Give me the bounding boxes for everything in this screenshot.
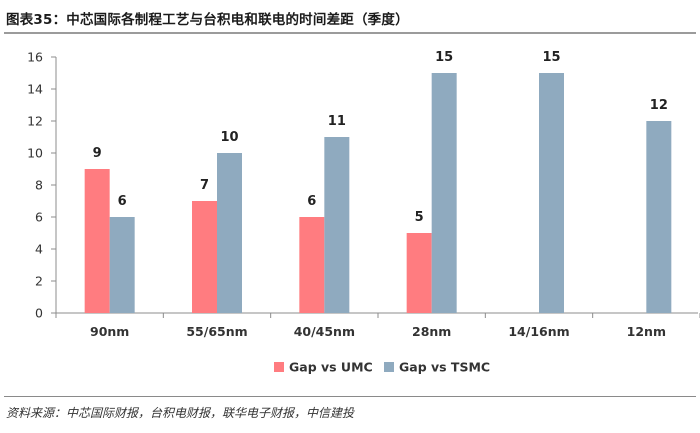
x-tick-label: 12nm (627, 324, 666, 339)
data-label: 7 (200, 178, 209, 193)
data-label: 12 (650, 98, 668, 113)
y-tick-label: 10 (27, 146, 43, 161)
legend-label: Gap vs UMC (289, 360, 373, 375)
data-label: 15 (542, 50, 560, 65)
source-rule (4, 396, 696, 397)
bar (431, 73, 457, 313)
bar (646, 121, 672, 313)
x-tick-label: 14/16nm (508, 324, 569, 339)
data-label: 10 (220, 130, 238, 145)
data-label: 11 (328, 114, 346, 129)
bar (299, 217, 325, 313)
legend: Gap vs UMC Gap vs TSMC (274, 360, 490, 375)
y-tick-label: 8 (35, 178, 43, 193)
x-axis: 90nm 55/65nm 40/45nm 28nm 14/16nm 12nm (55, 312, 700, 339)
source-note: 资料来源：中芯国际财报，台积电财报，联华电子财报，中信建投 (6, 406, 355, 420)
x-tick-label: 90nm (90, 324, 129, 339)
bar (406, 233, 432, 313)
bar (109, 217, 135, 313)
title-rule (4, 32, 696, 34)
y-axis: 0 2 4 6 8 10 12 14 16 (27, 50, 57, 321)
y-tick-label: 4 (35, 242, 43, 257)
bar (192, 201, 217, 313)
chart-title: 图表35：中芯国际各制程工艺与台积电和联电的时间差距（季度） (6, 12, 409, 28)
bar (539, 73, 564, 313)
data-label: 15 (435, 50, 453, 65)
legend-swatch (384, 362, 394, 372)
data-label: 5 (415, 210, 424, 225)
legend-swatch (274, 362, 284, 372)
data-label: 6 (307, 194, 316, 209)
y-tick-label: 2 (35, 274, 43, 289)
bar (324, 137, 350, 313)
x-tick-label: 55/65nm (186, 324, 247, 339)
legend-label: Gap vs TSMC (399, 360, 490, 375)
y-tick-label: 12 (27, 114, 43, 129)
x-tick-label: 40/45nm (294, 324, 355, 339)
x-tick-label: 28nm (412, 324, 451, 339)
bars (84, 73, 672, 313)
y-tick-label: 14 (27, 82, 43, 97)
data-label: 6 (118, 194, 127, 209)
y-tick-label: 16 (27, 50, 43, 65)
bar (84, 169, 110, 313)
y-tick-label: 6 (35, 210, 43, 225)
data-label: 9 (93, 146, 102, 161)
bar (217, 153, 242, 313)
y-tick-label: 0 (35, 306, 43, 321)
data-labels: 9 7 6 5 6 10 11 15 15 12 (93, 50, 668, 225)
